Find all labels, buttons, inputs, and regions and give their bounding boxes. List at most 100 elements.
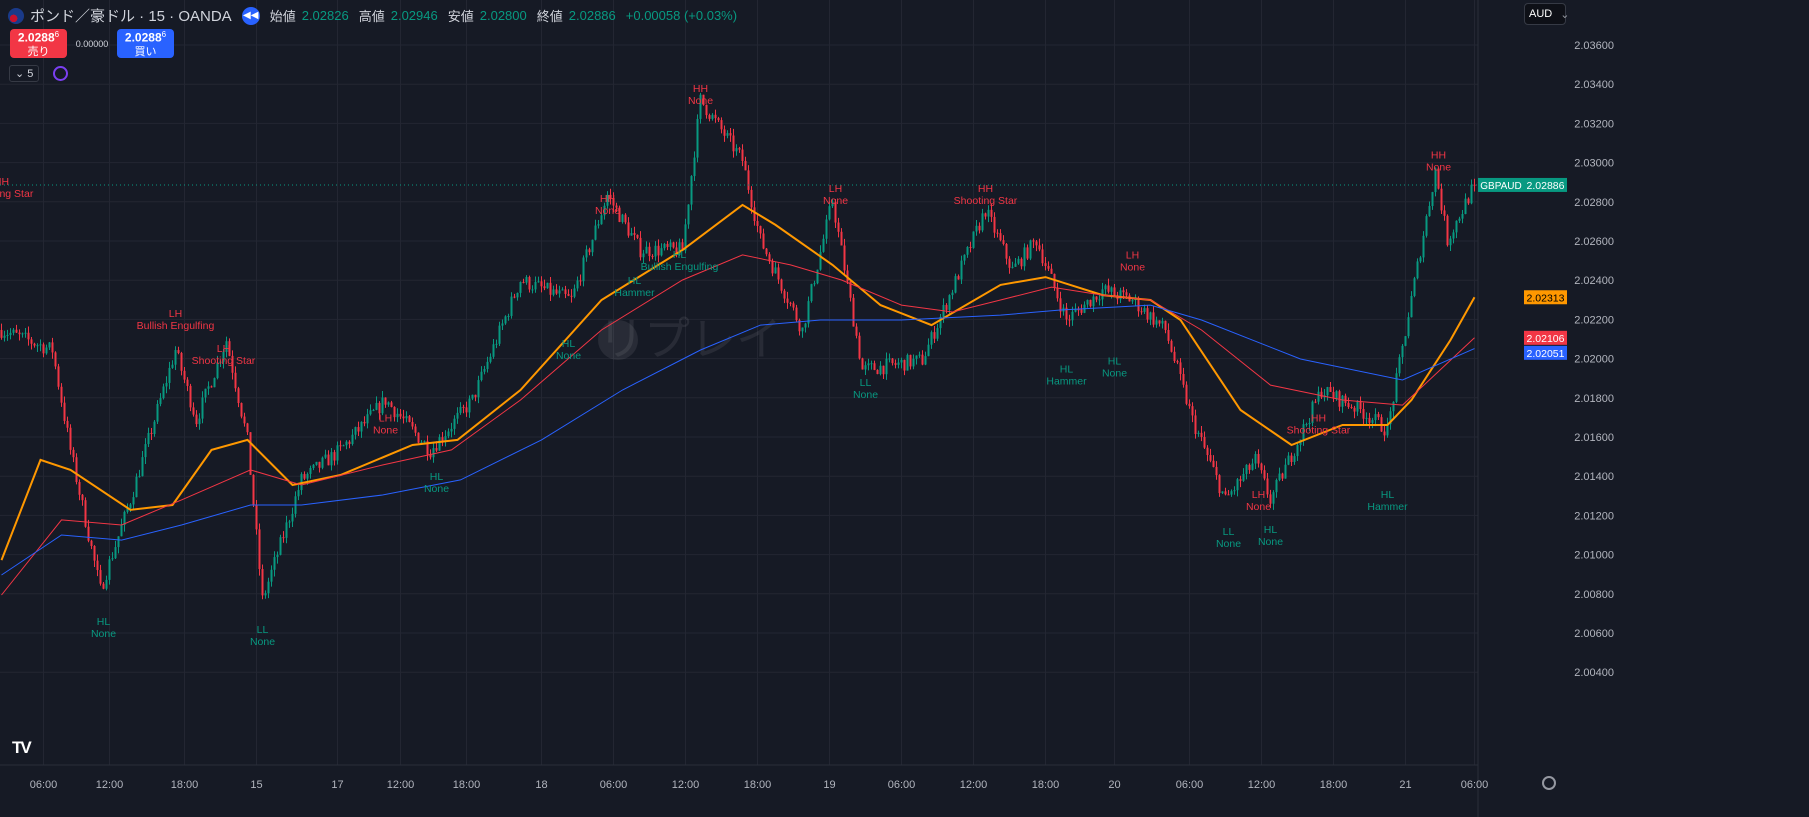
candle-body (1332, 391, 1335, 399)
pattern-label: HL (430, 471, 444, 483)
candle-body (21, 333, 24, 335)
candle-body (1329, 387, 1332, 392)
candle-body (852, 297, 855, 327)
candle-body (1386, 424, 1389, 436)
candle-body (864, 365, 867, 370)
candle-body (462, 406, 465, 408)
pattern-label: HL (1060, 363, 1074, 375)
candle-body (549, 282, 552, 295)
candle-body (1404, 336, 1407, 346)
candle-body (192, 407, 195, 415)
candle-body (1422, 235, 1425, 258)
candle-body (330, 452, 333, 466)
candle-body (72, 449, 75, 458)
candle-body (39, 344, 42, 346)
candle-body (150, 432, 153, 434)
candle-body (1038, 245, 1041, 250)
candle-body (813, 283, 816, 285)
candle-body (801, 327, 804, 332)
price-tick-label: 2.03000 (1574, 158, 1614, 170)
candles (0, 92, 1476, 600)
candle-body (252, 474, 255, 506)
candle-body (240, 403, 243, 417)
candle-body (174, 350, 177, 365)
candle-body (1203, 436, 1206, 448)
candle-body (1458, 218, 1461, 221)
replay-rewind-icon[interactable]: ◀◀ (241, 6, 260, 25)
candle-body (921, 354, 924, 365)
candle-body (1065, 307, 1068, 320)
candle-body (834, 201, 837, 223)
candle-body (414, 426, 417, 433)
candle-body (1155, 320, 1158, 325)
candle-body (1344, 395, 1347, 403)
candle-body (426, 441, 429, 455)
price-axis[interactable]: 2.03600 2.03400 2.03200 2.03000 2.02800 2.026… (1574, 40, 1614, 679)
candle-body (993, 216, 996, 233)
time-axis[interactable]: 06:00 12:00 18:00 15 17 12:00 18:00 18 06:00 12:0… (30, 779, 1489, 791)
candle-body (900, 359, 903, 363)
candle-body (1221, 491, 1224, 494)
candle-body (402, 416, 405, 419)
buy-button[interactable]: 2.02886 買い (117, 29, 174, 58)
candle-body (552, 289, 555, 295)
pattern-label: HH (693, 83, 708, 95)
chevron-down-icon: ⌄ (1560, 8, 1570, 21)
pattern-label: None (91, 628, 116, 640)
candle-body (282, 537, 285, 539)
candle-body (381, 397, 384, 414)
candle-body (525, 277, 528, 283)
indicators-toggle[interactable]: ⌄ 5 (9, 65, 40, 82)
candle-body (1251, 463, 1254, 470)
candle-body (486, 361, 489, 369)
candle-body (222, 352, 225, 362)
pattern-label: None (595, 205, 620, 217)
candle-body (1230, 491, 1233, 495)
candle-body (225, 341, 228, 353)
candle-body (1272, 492, 1275, 504)
sell-button[interactable]: 2.02886 売り (10, 29, 67, 58)
candle-body (1353, 407, 1356, 412)
pattern-label: LL (860, 377, 872, 389)
replay-watermark-icon (598, 320, 638, 360)
candle-body (1440, 188, 1443, 211)
candle-body (69, 427, 72, 450)
candle-body (30, 339, 33, 344)
symbol-title[interactable]: ポンド／豪ドル · 15 · OANDA (30, 8, 232, 25)
candle-body (759, 225, 762, 234)
candle-body (1398, 357, 1401, 374)
candle-body (693, 157, 696, 177)
candle-body (1137, 298, 1140, 312)
currency-button[interactable]: AUD ⌄ (1524, 3, 1570, 25)
candle-body (765, 248, 768, 255)
close-label: 終値 (536, 9, 563, 24)
candle-body (114, 547, 117, 559)
time-tick-label: 06:00 (888, 779, 916, 791)
candle-body (351, 434, 354, 445)
candle-body (936, 328, 939, 339)
candle-body (768, 254, 771, 262)
buy-label: 買い (134, 45, 157, 58)
candle-body (606, 194, 609, 206)
candle-body (249, 432, 252, 475)
tradingview-logo[interactable]: TV (12, 738, 32, 757)
candle-body (1023, 247, 1026, 267)
buy-price-sup: 6 (161, 30, 167, 40)
price-tick-label: 2.01000 (1574, 550, 1614, 562)
settings-gear-icon[interactable] (1542, 776, 1556, 790)
candle-body (594, 225, 597, 240)
price-badge-value: 2.02886 (1527, 180, 1565, 192)
candle-body (891, 358, 894, 364)
candle-body (1467, 198, 1470, 204)
candle-body (1254, 453, 1257, 464)
candle-body (1389, 411, 1392, 425)
candle-body (189, 385, 192, 408)
candle-body (1212, 460, 1215, 467)
candle-body (234, 372, 237, 389)
candle-body (60, 386, 63, 403)
candle-body (867, 363, 870, 366)
